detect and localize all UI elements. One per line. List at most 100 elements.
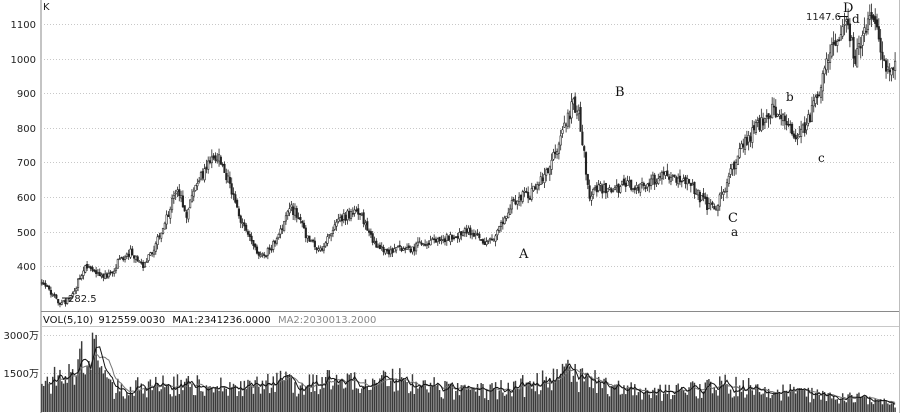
volume-bar <box>312 374 314 412</box>
volume-bar <box>245 389 247 412</box>
candle-body <box>734 162 738 169</box>
volume-bar <box>729 389 732 412</box>
candle-body <box>655 181 658 184</box>
volume-bar <box>831 398 833 412</box>
volume-bar <box>747 377 750 412</box>
volume-bar <box>267 373 269 412</box>
candle-body <box>471 233 474 236</box>
candle-body <box>328 234 331 236</box>
candle-body <box>449 234 452 243</box>
candle-body <box>709 202 712 205</box>
volume-bar <box>91 332 94 412</box>
volume-bar <box>657 388 660 412</box>
volume-bar <box>227 395 229 412</box>
candle-body <box>326 236 329 244</box>
volume-bar <box>659 384 661 412</box>
candle-body <box>465 228 468 234</box>
candle-body <box>744 137 747 150</box>
candle-body <box>393 248 396 253</box>
volume-bar <box>527 382 529 412</box>
volume-bar <box>681 386 683 412</box>
candle-body <box>720 192 723 194</box>
price-tick-label: 600 <box>17 193 36 204</box>
volume-header: VOL(5,10) 912559.0030 MA1:2341236.0000 M… <box>43 315 376 326</box>
candle-body <box>290 204 293 208</box>
wave-label-d-upper: D <box>843 1 853 16</box>
candle-body <box>105 273 109 278</box>
volume-bar <box>626 385 629 412</box>
volume-bar <box>460 385 462 412</box>
volume-bar <box>82 372 85 412</box>
candle-body <box>163 222 166 230</box>
volume-bar <box>502 392 504 412</box>
candle-body <box>825 58 828 71</box>
candle-body <box>443 238 447 243</box>
volume-bar <box>417 388 419 412</box>
volume-bar <box>399 368 401 412</box>
volume-bar <box>348 374 350 412</box>
candle-body <box>644 187 647 190</box>
volume-bar <box>536 373 538 412</box>
volume-bar <box>218 390 220 412</box>
volume-bar <box>890 403 893 412</box>
volume-bar <box>402 378 405 412</box>
volume-bar <box>491 383 493 412</box>
candle-body <box>492 239 495 242</box>
candle-body <box>595 185 598 193</box>
candle-body <box>142 262 145 268</box>
volume-bar <box>156 382 159 412</box>
wave-label-c-lower: c <box>818 151 825 165</box>
volume-bar <box>628 388 631 412</box>
volume-bar <box>529 380 531 412</box>
volume-bar <box>686 394 688 412</box>
candle-body <box>405 246 409 250</box>
candle-body <box>313 240 316 248</box>
candle-body <box>189 199 192 209</box>
volume-bar <box>61 381 63 412</box>
candle-body <box>481 239 485 244</box>
candle-body <box>581 131 584 146</box>
volume-bar <box>807 387 810 412</box>
volume-bar <box>850 394 853 412</box>
low-value-label: 282.5 <box>68 294 97 305</box>
volume-bar <box>803 388 806 412</box>
volume-bar <box>794 393 797 412</box>
candle-body <box>675 176 678 183</box>
volume-bar <box>160 389 162 412</box>
volume-bar <box>475 391 477 412</box>
candle-body <box>648 182 651 187</box>
volume-bar <box>140 383 143 412</box>
volume-bar <box>75 376 77 412</box>
candle-body <box>418 241 421 244</box>
volume-bar <box>464 384 466 412</box>
candle-body <box>216 159 219 162</box>
volume-bar <box>129 386 132 412</box>
candle-body <box>499 222 503 227</box>
volume-bar <box>415 382 417 412</box>
candle-body <box>398 245 401 247</box>
candle-body <box>798 133 801 137</box>
volume-bar <box>511 396 513 412</box>
volume-bar <box>532 381 535 412</box>
volume-bar <box>89 369 92 412</box>
candle-body <box>863 27 866 34</box>
candle-body <box>102 273 105 278</box>
candle-body <box>539 176 542 185</box>
volume-bar <box>662 393 665 412</box>
volume-bar <box>259 393 262 412</box>
volume-bar <box>395 378 397 412</box>
volume-bar <box>800 388 802 412</box>
volume-bar <box>364 379 367 412</box>
volume-bar <box>230 388 233 412</box>
volume-bar <box>767 388 770 412</box>
candle-body <box>156 236 159 245</box>
candle-body <box>51 294 54 297</box>
candle-body <box>174 192 177 195</box>
volume-bar <box>635 395 638 412</box>
volume-bar <box>149 379 152 412</box>
candle-body <box>436 238 439 243</box>
candle-body <box>129 248 132 258</box>
candle-body <box>845 19 848 22</box>
volume-bar <box>811 387 813 412</box>
volume-bar <box>122 396 124 412</box>
